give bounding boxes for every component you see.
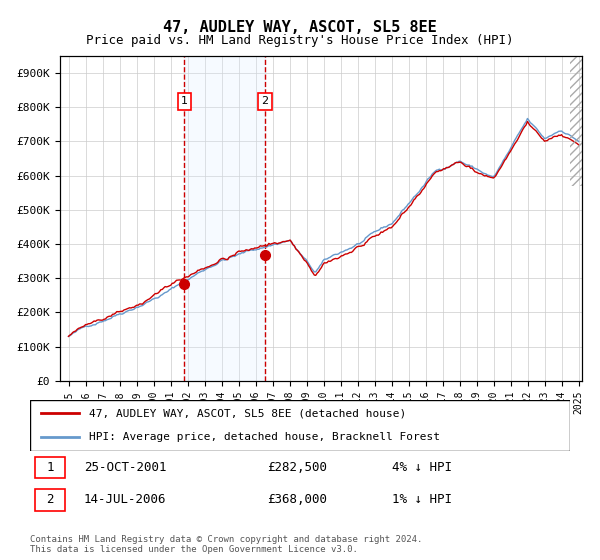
Text: 4% ↓ HPI: 4% ↓ HPI	[392, 461, 452, 474]
Text: £282,500: £282,500	[268, 461, 328, 474]
Text: 1: 1	[46, 461, 54, 474]
Bar	[184, 56, 265, 381]
Text: 25-OCT-2001: 25-OCT-2001	[84, 461, 167, 474]
Text: HPI: Average price, detached house, Bracknell Forest: HPI: Average price, detached house, Brac…	[89, 432, 440, 442]
FancyBboxPatch shape	[30, 400, 570, 451]
Text: 2: 2	[261, 96, 268, 106]
Text: 14-JUL-2006: 14-JUL-2006	[84, 493, 167, 506]
Text: 2: 2	[46, 493, 54, 506]
Text: 1% ↓ HPI: 1% ↓ HPI	[392, 493, 452, 506]
Text: Contains HM Land Registry data © Crown copyright and database right 2024.
This d: Contains HM Land Registry data © Crown c…	[30, 535, 422, 554]
Text: 47, AUDLEY WAY, ASCOT, SL5 8EE (detached house): 47, AUDLEY WAY, ASCOT, SL5 8EE (detached…	[89, 408, 407, 418]
Text: £368,000: £368,000	[268, 493, 328, 506]
Bar	[570, 56, 587, 186]
Text: Price paid vs. HM Land Registry's House Price Index (HPI): Price paid vs. HM Land Registry's House …	[86, 34, 514, 46]
FancyBboxPatch shape	[35, 489, 65, 511]
Text: 1: 1	[181, 96, 188, 106]
FancyBboxPatch shape	[35, 457, 65, 478]
Text: 47, AUDLEY WAY, ASCOT, SL5 8EE: 47, AUDLEY WAY, ASCOT, SL5 8EE	[163, 20, 437, 35]
